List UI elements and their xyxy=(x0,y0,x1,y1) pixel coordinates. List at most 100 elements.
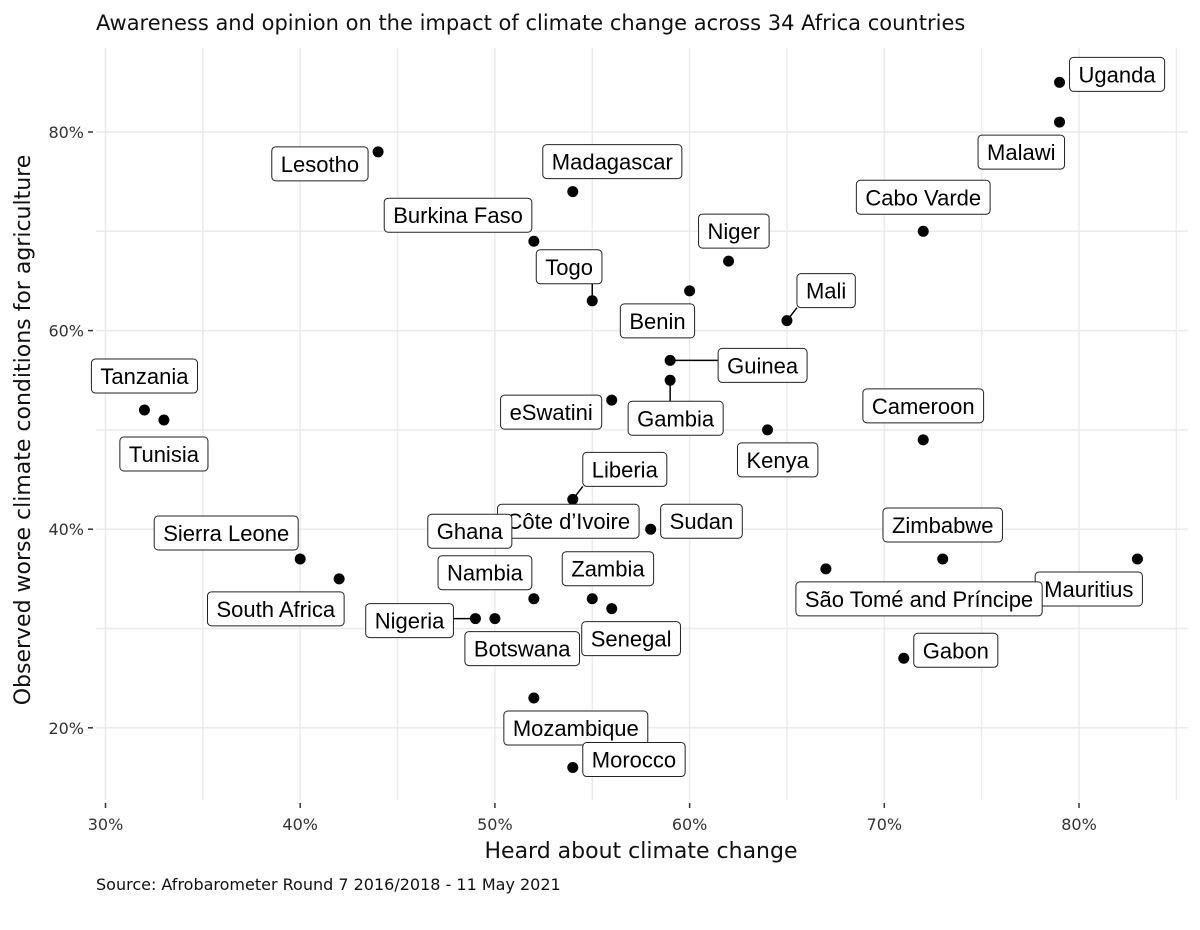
point-label: Malawi xyxy=(977,134,1066,170)
point-label: Tunisia xyxy=(119,436,209,472)
label-box xyxy=(271,146,369,182)
data-point xyxy=(606,603,618,615)
label-box xyxy=(660,503,743,539)
point-label: Nigeria xyxy=(365,603,454,639)
point-label: Uganda xyxy=(1069,56,1166,92)
label-box xyxy=(717,347,808,383)
data-point xyxy=(372,146,384,158)
label-box xyxy=(862,388,985,424)
label-box xyxy=(535,249,603,285)
point-label: Guinea xyxy=(717,347,808,383)
point-label: Nambia xyxy=(437,555,533,591)
data-point xyxy=(761,424,773,436)
label-box xyxy=(365,603,454,639)
point-label: Burkina Faso xyxy=(383,197,533,233)
label-text: Kenya xyxy=(746,448,809,473)
data-point xyxy=(1131,553,1143,565)
point-label: Morocco xyxy=(582,742,686,778)
y-tick-label: 80% xyxy=(48,123,84,142)
label-box xyxy=(542,144,683,180)
label-text: Sudan xyxy=(670,509,734,534)
label-text: Liberia xyxy=(592,457,659,482)
label-text: South Africa xyxy=(216,597,335,622)
x-tick-label: 40% xyxy=(282,815,318,834)
data-point xyxy=(684,285,696,297)
label-text: Mali xyxy=(806,279,846,304)
data-point xyxy=(917,225,929,237)
label-text: Botswana xyxy=(474,637,571,662)
data-point xyxy=(528,235,540,247)
label-box xyxy=(206,591,345,627)
point-label: Zimbabwe xyxy=(882,507,1003,543)
label-box xyxy=(437,555,533,591)
label-text: Zimbabwe xyxy=(892,513,993,538)
point-label: South Africa xyxy=(206,591,345,627)
label-box xyxy=(581,621,681,657)
chart-caption: Source: Afrobarometer Round 7 2016/2018 … xyxy=(96,875,561,894)
label-text: Nambia xyxy=(447,561,524,586)
data-point xyxy=(606,394,618,406)
data-point xyxy=(528,593,540,605)
point-label: Senegal xyxy=(581,621,681,657)
label-text: Ghana xyxy=(437,519,504,544)
label-text: Burkina Faso xyxy=(393,203,523,228)
data-point xyxy=(1054,76,1066,88)
point-label: Togo xyxy=(535,249,603,285)
point-label: Gambia xyxy=(627,400,724,436)
label-leader-line xyxy=(572,485,584,500)
point-label: Sierra Leone xyxy=(153,515,299,551)
point-labels: Uganda Malawi Lesotho Madagascar Cabo Varde B… xyxy=(90,56,1166,778)
point-label: Benin xyxy=(619,303,696,339)
label-text: Tunisia xyxy=(129,442,200,467)
label-text: Madagascar xyxy=(552,150,673,175)
point-label: Cameroon xyxy=(862,388,985,424)
label-text: Cabo Varde xyxy=(865,185,981,210)
x-tick-label: 70% xyxy=(867,815,903,834)
point-label: eSwatini xyxy=(500,394,603,430)
label-box xyxy=(796,273,856,309)
label-text: Niger xyxy=(708,219,761,244)
label-box xyxy=(582,451,668,487)
label-text: Togo xyxy=(545,255,593,280)
data-points xyxy=(138,76,1143,774)
data-point xyxy=(489,613,501,625)
point-label: Cabo Varde xyxy=(855,179,991,215)
label-box xyxy=(977,134,1066,170)
label-text: Zambia xyxy=(571,557,645,582)
point-label: São Tomé and Príncipe xyxy=(795,581,1043,617)
data-point xyxy=(567,762,579,774)
label-text: São Tomé and Príncipe xyxy=(805,587,1033,612)
label-text: Cameroon xyxy=(872,394,975,419)
label-text: Lesotho xyxy=(281,152,359,177)
point-label: Mauritius xyxy=(1034,571,1143,607)
label-box xyxy=(500,394,603,430)
point-label: Zambia xyxy=(561,551,655,587)
data-point xyxy=(158,414,170,426)
data-point xyxy=(333,573,345,585)
point-label: Gabon xyxy=(913,632,999,668)
label-box xyxy=(153,515,299,551)
point-label: Liberia xyxy=(582,451,668,487)
label-text: Mozambique xyxy=(513,716,639,741)
label-box xyxy=(464,631,581,667)
y-axis-title: Observed worse climate conditions for ag… xyxy=(11,155,36,706)
y-tick-label: 40% xyxy=(48,520,84,539)
label-text: Benin xyxy=(629,309,685,334)
label-box xyxy=(619,303,696,339)
label-text: Uganda xyxy=(1079,62,1157,87)
label-box xyxy=(698,213,770,249)
label-text: Senegal xyxy=(591,627,672,652)
point-label: Sudan xyxy=(660,503,743,539)
y-tick-label: 60% xyxy=(48,322,84,341)
x-tick-label: 80% xyxy=(1061,815,1097,834)
point-label: Mozambique xyxy=(503,710,649,746)
label-box xyxy=(561,551,655,587)
x-tick-label: 60% xyxy=(672,815,708,834)
label-box xyxy=(1069,56,1166,92)
data-point xyxy=(567,186,579,198)
label-box xyxy=(913,632,999,668)
x-tick-label: 30% xyxy=(88,815,124,834)
label-box xyxy=(119,436,209,472)
data-point xyxy=(917,434,929,446)
